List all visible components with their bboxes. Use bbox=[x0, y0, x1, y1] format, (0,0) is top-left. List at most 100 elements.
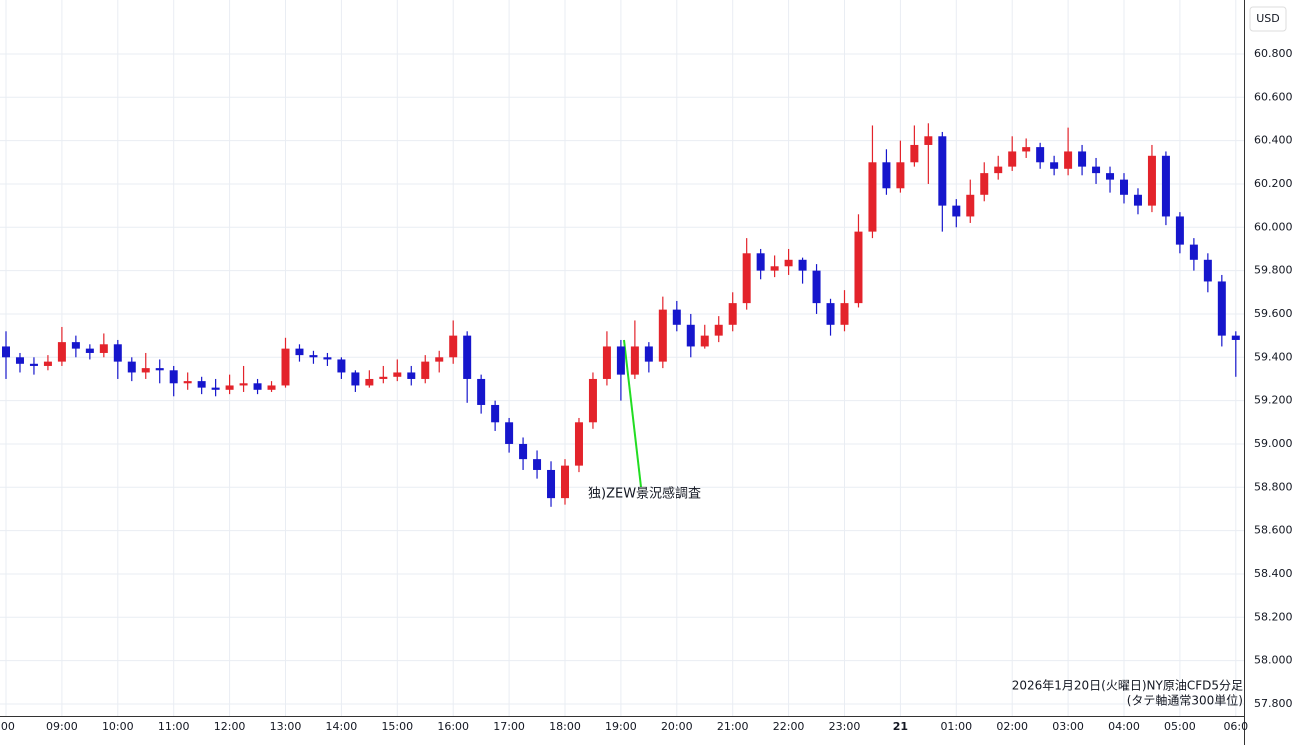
candle-body bbox=[868, 162, 877, 232]
x-tick-label: 06:0 bbox=[1223, 720, 1248, 733]
unit-label: USD bbox=[1256, 12, 1280, 25]
candle-body bbox=[1133, 194, 1142, 206]
candle-body bbox=[1231, 335, 1240, 340]
candle-body bbox=[798, 259, 807, 271]
candle-body bbox=[756, 253, 765, 271]
candle-body bbox=[574, 422, 583, 466]
candle-body bbox=[547, 469, 556, 499]
candle-body bbox=[1050, 162, 1059, 169]
x-tick-label: 02:00 bbox=[996, 720, 1028, 733]
y-tick-label: 58.200 bbox=[1254, 610, 1293, 623]
candle-body bbox=[882, 162, 891, 189]
x-tick-label: 04:00 bbox=[1108, 720, 1140, 733]
candle-body bbox=[644, 346, 653, 362]
candle-body bbox=[1064, 151, 1073, 169]
candle-body bbox=[1203, 259, 1212, 282]
candle-body bbox=[896, 162, 905, 189]
x-tick-label: 14:00 bbox=[326, 720, 358, 733]
x-tick-label: 12:00 bbox=[214, 720, 246, 733]
candle-body bbox=[169, 370, 178, 384]
footnote: (タテ軸通常300単位) bbox=[1127, 693, 1243, 708]
annotation-line bbox=[623, 339, 642, 488]
candle-body bbox=[686, 324, 695, 347]
candle-body bbox=[980, 173, 989, 195]
annotation: 独)ZEW景況感調査 bbox=[588, 486, 701, 502]
candle-body bbox=[952, 205, 961, 217]
candle-body bbox=[197, 381, 206, 388]
y-tick-label: 60.400 bbox=[1254, 134, 1293, 147]
candle-body bbox=[1147, 155, 1156, 206]
candle-body bbox=[393, 372, 402, 377]
candle-body bbox=[672, 309, 681, 325]
y-tick-label: 58.600 bbox=[1254, 524, 1293, 537]
y-tick-label: 60.000 bbox=[1254, 220, 1293, 233]
x-tick-label: 23:00 bbox=[829, 720, 861, 733]
candle-body bbox=[309, 355, 318, 358]
y-tick-label: 59.200 bbox=[1254, 394, 1293, 407]
x-tick-label: 09:00 bbox=[46, 720, 78, 733]
candle-body bbox=[379, 376, 388, 379]
candle-body bbox=[924, 136, 933, 145]
candle-body bbox=[700, 335, 709, 347]
candle-body bbox=[57, 342, 66, 362]
candle-body bbox=[1161, 155, 1170, 217]
x-tick-label: 01:00 bbox=[940, 720, 972, 733]
x-tick-label: 11:00 bbox=[158, 720, 190, 733]
x-tick-label: 15:00 bbox=[381, 720, 413, 733]
candle-body bbox=[239, 383, 248, 386]
candle-body bbox=[714, 324, 723, 336]
candle-body bbox=[826, 303, 835, 325]
candle-body bbox=[742, 253, 751, 304]
y-tick-label: 58.400 bbox=[1254, 567, 1293, 580]
candle-body bbox=[267, 385, 276, 390]
candle-body bbox=[253, 383, 262, 390]
candle-body bbox=[505, 422, 514, 444]
x-tick-label: 03:00 bbox=[1052, 720, 1084, 733]
candle-body bbox=[337, 359, 346, 373]
x-tick-label: 19:00 bbox=[605, 720, 637, 733]
candle-body bbox=[2, 346, 10, 358]
y-tick-label: 59.000 bbox=[1254, 437, 1293, 450]
candle-body bbox=[449, 335, 458, 358]
candle-body bbox=[85, 348, 94, 353]
candle-body bbox=[770, 266, 779, 271]
candle-body bbox=[840, 303, 849, 325]
candle-body bbox=[71, 342, 80, 349]
candle-body bbox=[127, 361, 136, 373]
candle-body bbox=[421, 361, 430, 379]
x-tick-label: :00 bbox=[0, 720, 15, 733]
x-tick-label: 22:00 bbox=[773, 720, 805, 733]
candle-body bbox=[1008, 151, 1017, 167]
candle-body bbox=[561, 465, 569, 499]
candle-body bbox=[1189, 244, 1198, 260]
x-tick-label: 20:00 bbox=[661, 720, 693, 733]
x-tick-label: 13:00 bbox=[270, 720, 302, 733]
candle-body bbox=[910, 144, 919, 163]
candle-body bbox=[588, 378, 597, 423]
candle-body bbox=[155, 368, 164, 371]
x-tick-label: 21 bbox=[893, 720, 908, 733]
y-tick-label: 58.000 bbox=[1254, 654, 1293, 667]
x-tick-label: 10:00 bbox=[102, 720, 134, 733]
candle-body bbox=[812, 270, 821, 304]
x-tick-label: 21:00 bbox=[717, 720, 749, 733]
candle-body bbox=[435, 357, 444, 362]
candle-body bbox=[728, 303, 737, 325]
candle-body bbox=[1175, 216, 1184, 245]
candle-body bbox=[1022, 147, 1031, 152]
candle-body bbox=[1036, 147, 1045, 163]
y-tick-label: 58.800 bbox=[1254, 480, 1293, 493]
candle-body bbox=[15, 357, 24, 364]
candle-body bbox=[211, 387, 220, 390]
x-tick-label: 16:00 bbox=[437, 720, 469, 733]
candle-body bbox=[519, 443, 528, 460]
candle-body bbox=[477, 378, 486, 405]
y-tick-label: 59.600 bbox=[1254, 307, 1293, 320]
candle-body bbox=[407, 372, 416, 379]
candle-body bbox=[183, 381, 192, 384]
x-tick-label: 18:00 bbox=[549, 720, 581, 733]
y-tick-label: 60.200 bbox=[1254, 177, 1293, 190]
candle-body bbox=[29, 363, 38, 366]
candle-body bbox=[938, 136, 947, 206]
y-tick-label: 59.800 bbox=[1254, 264, 1293, 277]
